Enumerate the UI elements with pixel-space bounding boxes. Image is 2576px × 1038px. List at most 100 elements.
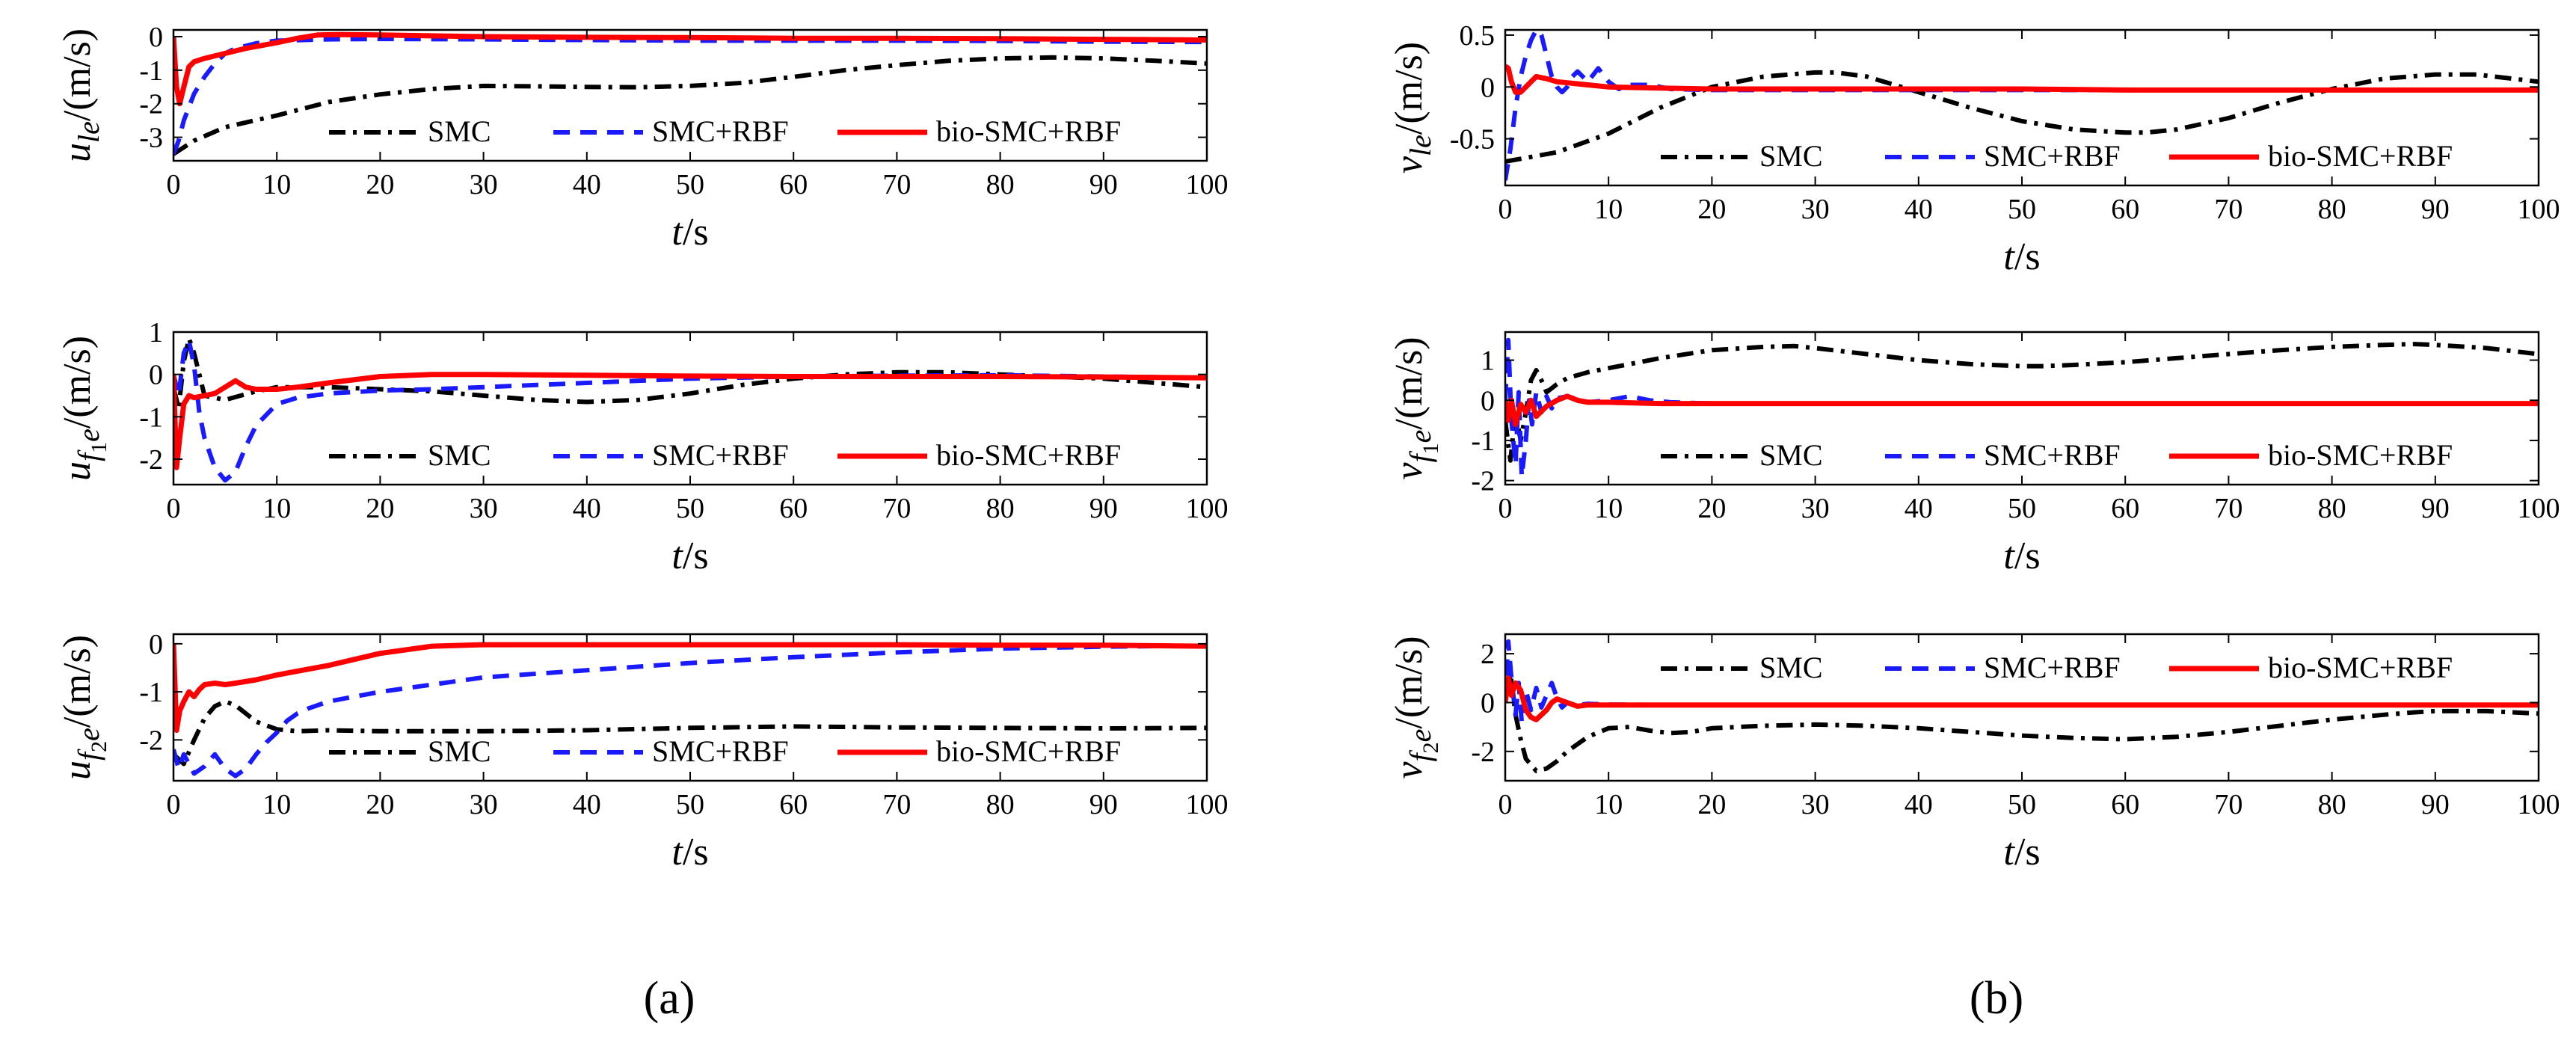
series-line-bio-smc-plus-rbf: [173, 372, 1207, 470]
x-tick-label: 100: [2518, 789, 2560, 820]
x-tick-label: 50: [676, 789, 704, 820]
legend-entry: SMC+RBF: [652, 114, 789, 148]
series-line-smc: [1505, 70, 2539, 165]
x-tick-label: 10: [262, 493, 291, 524]
x-tick-label: 0: [167, 789, 181, 820]
x-tick-label: 20: [366, 169, 394, 200]
x-tick-label: 40: [1905, 789, 1933, 820]
panel-label-b: (b): [1970, 973, 2023, 1024]
x-tick-label: 100: [1186, 169, 1229, 200]
y-tick-label: -2: [1471, 466, 1495, 497]
series-line-bio-smc-plus-rbf: [173, 642, 1207, 733]
x-tick-label: 10: [1594, 194, 1623, 225]
legend-entry: bio-SMC+RBF: [2268, 651, 2453, 684]
legend-entry: SMC: [1759, 139, 1823, 173]
y-axis-label: ule/(m/s): [56, 28, 105, 162]
x-tick-label: 90: [2421, 789, 2450, 820]
legend: SMC SMC+RBF bio-SMC+RBF: [1661, 651, 2453, 684]
x-axis-label: t/s: [671, 211, 708, 254]
series-line-bio-smc-plus-rbf: [1505, 393, 2539, 427]
series-layer: [173, 642, 1207, 778]
y-axis-label: vf1e/(m/s): [1388, 337, 1443, 479]
x-tick-label: 30: [1801, 789, 1830, 820]
x-tick-label: 80: [2318, 789, 2346, 820]
x-tick-label: 50: [676, 493, 704, 524]
x-tick-label: 100: [2518, 194, 2560, 225]
x-tick-label: 90: [1089, 493, 1118, 524]
y-axis-label: uf1e/(m/s): [56, 336, 111, 481]
y-tick-label: -1: [139, 402, 163, 433]
y-tick-label: -2: [139, 444, 163, 476]
x-tick-label: 10: [262, 789, 291, 820]
x-tick-label: 20: [1697, 194, 1726, 225]
series-line-bio-smc-plus-rbf: [1505, 64, 2539, 95]
y-tick-label: -2: [139, 725, 163, 756]
x-tick-label: 80: [2318, 194, 2346, 225]
legend-entry: bio-SMC+RBF: [2268, 139, 2453, 173]
x-axis-label: t/s: [2003, 831, 2040, 873]
subplot-3: 0 10 20 30 40 50 60 70 80 90 100 0 -1 -2 uf2e/(m/s) t/s…: [56, 629, 1229, 873]
x-tick-label: 20: [1697, 789, 1726, 820]
y-tick-label: 0.5: [1460, 20, 1496, 52]
legend-entry: SMC: [428, 438, 491, 472]
legend: SMC SMC+RBF bio-SMC+RBF: [1661, 139, 2453, 173]
y-tick-label: -3: [139, 123, 163, 154]
x-tick-label: 80: [986, 169, 1015, 200]
x-tick-label: 80: [986, 493, 1015, 524]
x-axis-label: t/s: [671, 831, 708, 873]
x-tick-label: 30: [1801, 194, 1830, 225]
series-line-smc: [1505, 342, 2539, 463]
x-tick-label: 50: [2008, 493, 2036, 524]
x-tick-label: 90: [2421, 493, 2450, 524]
x-tick-label: 50: [2008, 194, 2036, 225]
y-axis-label: vf2e/(m/s): [1388, 636, 1443, 778]
x-tick-label: 10: [1594, 493, 1623, 524]
x-tick-label: 100: [1186, 493, 1229, 524]
legend: SMC SMC+RBF bio-SMC+RBF: [329, 734, 1121, 768]
x-tick-label: 50: [2008, 789, 2036, 820]
x-tick-label: 60: [779, 789, 808, 820]
series-line-smc: [173, 55, 1207, 156]
series-line-smc: [1505, 671, 2539, 773]
x-tick-label: 10: [262, 169, 291, 200]
x-tick-label: 0: [1498, 493, 1513, 524]
series-line-smc: [173, 336, 1207, 411]
y-tick-label: 0: [1481, 385, 1495, 417]
legend-entry: SMC+RBF: [1984, 438, 2121, 472]
x-tick-label: 90: [2421, 194, 2450, 225]
series-layer: [173, 31, 1207, 156]
y-tick-label: -1: [1471, 426, 1495, 457]
x-tick-label: 80: [2318, 493, 2346, 524]
x-tick-label: 80: [986, 789, 1015, 820]
subplot-6: 0 10 20 30 40 50 60 70 80 90 10020-2vf2e/(m/s)t/sS…: [1388, 633, 2560, 873]
series-layer: [1505, 639, 2539, 773]
y-tick-label: 0: [149, 360, 163, 391]
legend-entry: SMC: [428, 734, 491, 768]
plots-layer: 0 10 20 30 40 50 60 70 80 90 1000-1-2-3ule/(m/s)t/…: [56, 20, 2560, 873]
x-tick-label: 60: [2111, 789, 2139, 820]
series-line-smc-plus-rbf: [173, 643, 1207, 778]
x-tick-label: 60: [779, 169, 808, 200]
x-tick-label: 20: [1697, 493, 1726, 524]
x-tick-label: 100: [2518, 493, 2560, 524]
y-tick-label: -1: [139, 55, 163, 87]
x-tick-label: 30: [470, 493, 498, 524]
legend-entry: bio-SMC+RBF: [936, 114, 1121, 148]
x-tick-label: 50: [676, 169, 704, 200]
legend-entry: SMC+RBF: [652, 734, 789, 768]
x-tick-label: 30: [470, 169, 498, 200]
x-tick-label: 30: [1801, 493, 1830, 524]
subplot-4: 0 10 20 30 40 50 60 70 80 90 100 0.5 0 -0.5 vle/(m/s) t…: [1388, 20, 2560, 278]
legend: SMC SMC+RBF bio-SMC+RBF: [329, 114, 1121, 148]
subplot-2: 0 10 20 30 40 50 60 70 80 90 10010-1-2uf1e/(m/s)t/…: [56, 317, 1229, 577]
x-tick-label: 0: [167, 169, 181, 200]
y-axis-label: vle/(m/s): [1388, 42, 1437, 173]
x-tick-label: 70: [2214, 493, 2243, 524]
x-axis-label: t/s: [2003, 236, 2040, 278]
x-tick-label: 40: [573, 493, 601, 524]
y-tick-label: 0: [1481, 72, 1495, 103]
x-tick-label: 0: [1498, 194, 1513, 225]
series-layer: [1505, 30, 2539, 181]
subplot-1: 0 10 20 30 40 50 60 70 80 90 1000-1-2-3ule/(m/s)t/…: [56, 22, 1229, 254]
